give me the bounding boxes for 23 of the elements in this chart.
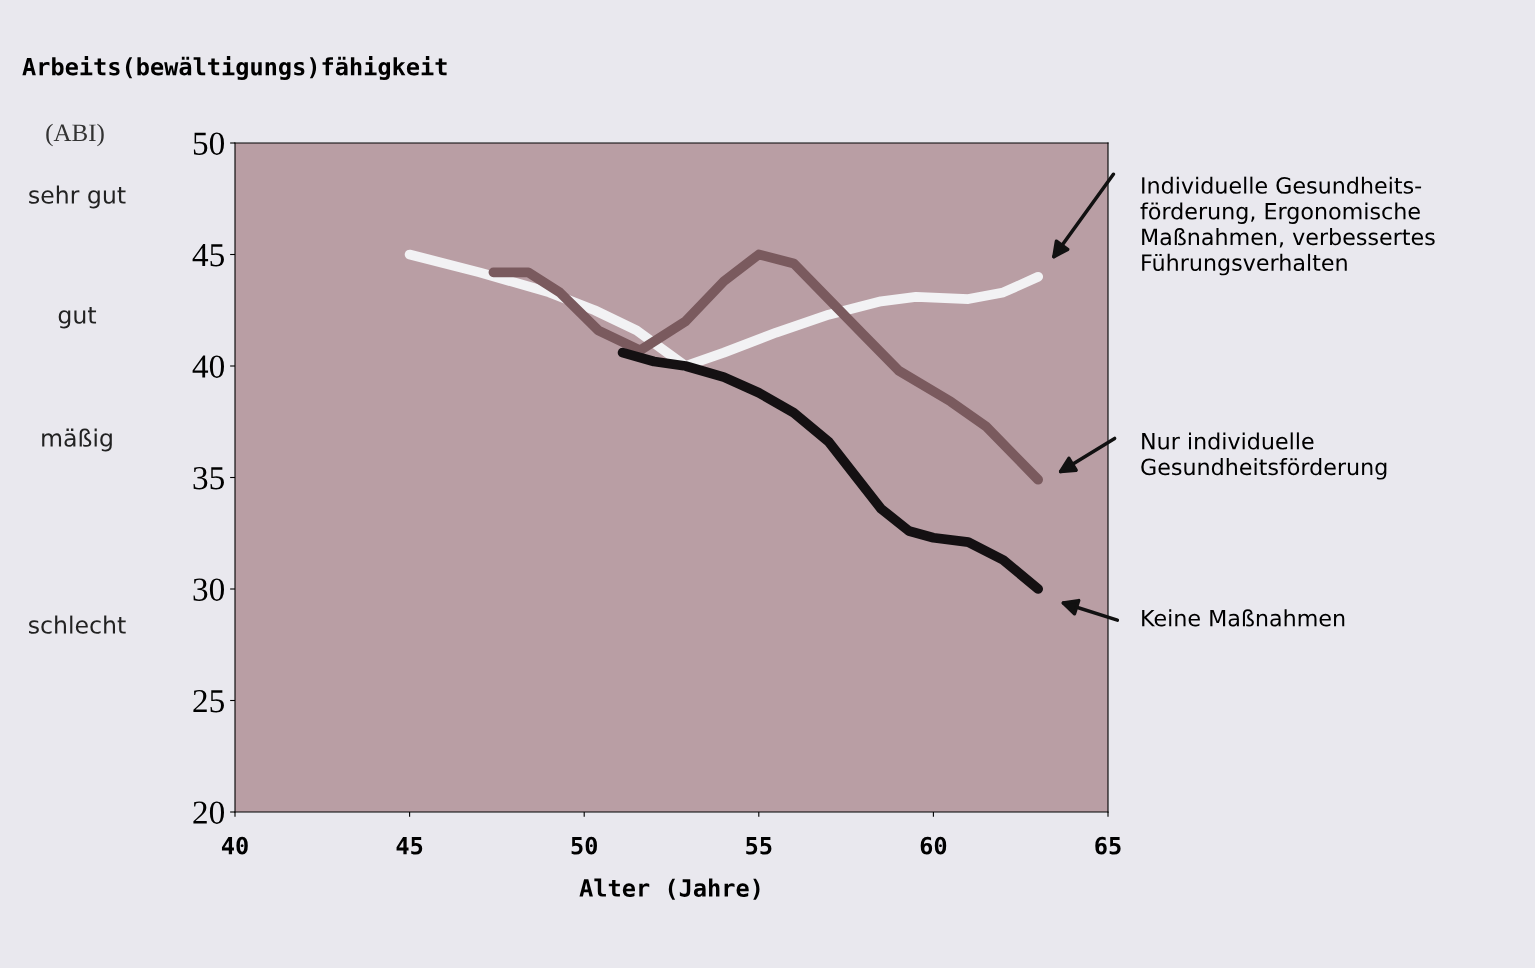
x-tick-label: 40 bbox=[221, 836, 248, 855]
x-tick-label: 50 bbox=[571, 836, 597, 855]
x-tick-label: 65 bbox=[1095, 836, 1121, 855]
text: Individuelle Gesundheits- förderung, Ergonomische Maßnahmen, verbessertes Führungsverhalten bbox=[1140, 176, 1435, 276]
y-tick-label: 35 bbox=[193, 466, 224, 490]
text: sehr gut bbox=[29, 185, 126, 209]
y-tick-label: 20 bbox=[193, 801, 225, 824]
text: mäßig bbox=[42, 428, 112, 452]
y-tick-label: 25 bbox=[193, 689, 224, 713]
chart-title: Arbeits(bewältigungs)fähigkeit bbox=[22, 55, 447, 81]
y-axis-title: (ABI) bbox=[46, 123, 104, 147]
text: Keine Maßnahmen bbox=[1142, 609, 1345, 627]
y-tick-label: 30 bbox=[193, 578, 225, 601]
text: gut bbox=[58, 306, 97, 329]
y-tick-label: 50 bbox=[193, 132, 225, 155]
x-tick-label: 45 bbox=[396, 837, 423, 855]
x-tick-label: 55 bbox=[746, 837, 772, 855]
y-tick-label: 45 bbox=[192, 244, 224, 267]
text: schlecht bbox=[29, 615, 126, 634]
text: Nur individuelle Gesundheitsförderung bbox=[1141, 432, 1387, 480]
y-tick-label: 40 bbox=[192, 355, 225, 378]
x-tick-label: 60 bbox=[920, 836, 947, 855]
x-axis-title: Alter (Jahre) bbox=[579, 878, 760, 900]
